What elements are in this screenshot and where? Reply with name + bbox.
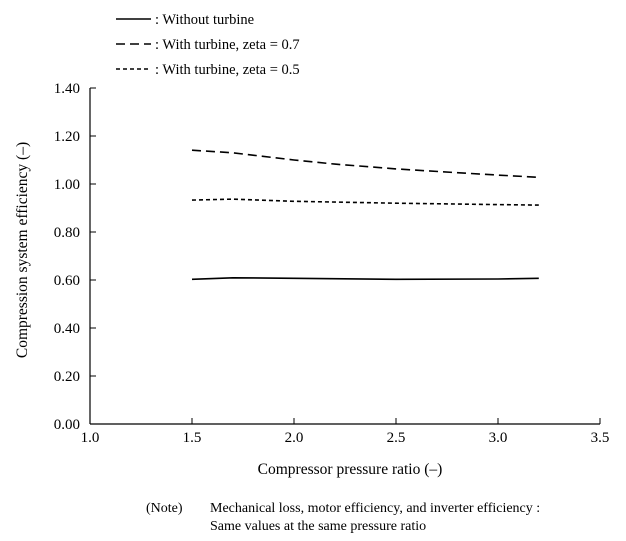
series-line-3 <box>191 198 539 206</box>
y-tick-label: 0.40 <box>54 321 80 337</box>
note-label: (Note) <box>146 501 183 516</box>
x-tick-label: 3.0 <box>489 430 508 446</box>
note-line-1: Mechanical loss, motor efficiency, and i… <box>210 501 541 516</box>
y-tick-label: 1.00 <box>54 177 80 193</box>
y-tick-label: 0.80 <box>54 225 80 241</box>
axes <box>89 88 600 425</box>
y-tick-label: 1.40 <box>54 81 80 97</box>
y-tick-label: 0.60 <box>54 273 80 289</box>
series-line-1 <box>191 276 539 281</box>
note-line-2: Same values at the same pressure ratio <box>210 519 427 534</box>
legend-label-3: : With turbine, zeta = 0.5 <box>155 62 300 78</box>
ticks: 1.0 1.5 2.0 2.5 3.0 3.5 0.00 0.20 0.40 0.60 0.80 1.… <box>54 81 610 446</box>
y-tick-label: 0.00 <box>54 417 80 433</box>
legend: : Without turbine : With turbine, zeta = … <box>116 12 300 78</box>
y-tick-label: 1.20 <box>54 129 80 145</box>
series-line-2 <box>191 149 539 179</box>
y-tick-label: 0.20 <box>54 369 80 385</box>
x-tick-label: 2.5 <box>387 430 406 446</box>
x-tick-label: 1.0 <box>81 430 100 446</box>
legend-label-2: : With turbine, zeta = 0.7 <box>155 37 300 53</box>
x-tick-label: 2.0 <box>285 430 304 446</box>
series-lines <box>191 149 539 281</box>
x-axis-title: Compressor pressure ratio (–) <box>258 461 443 478</box>
legend-label-1: : Without turbine <box>155 12 254 28</box>
x-tick-label: 3.5 <box>591 430 610 446</box>
x-tick-label: 1.5 <box>183 430 202 446</box>
y-axis-title: Compression system efficiency (–) <box>14 142 31 358</box>
